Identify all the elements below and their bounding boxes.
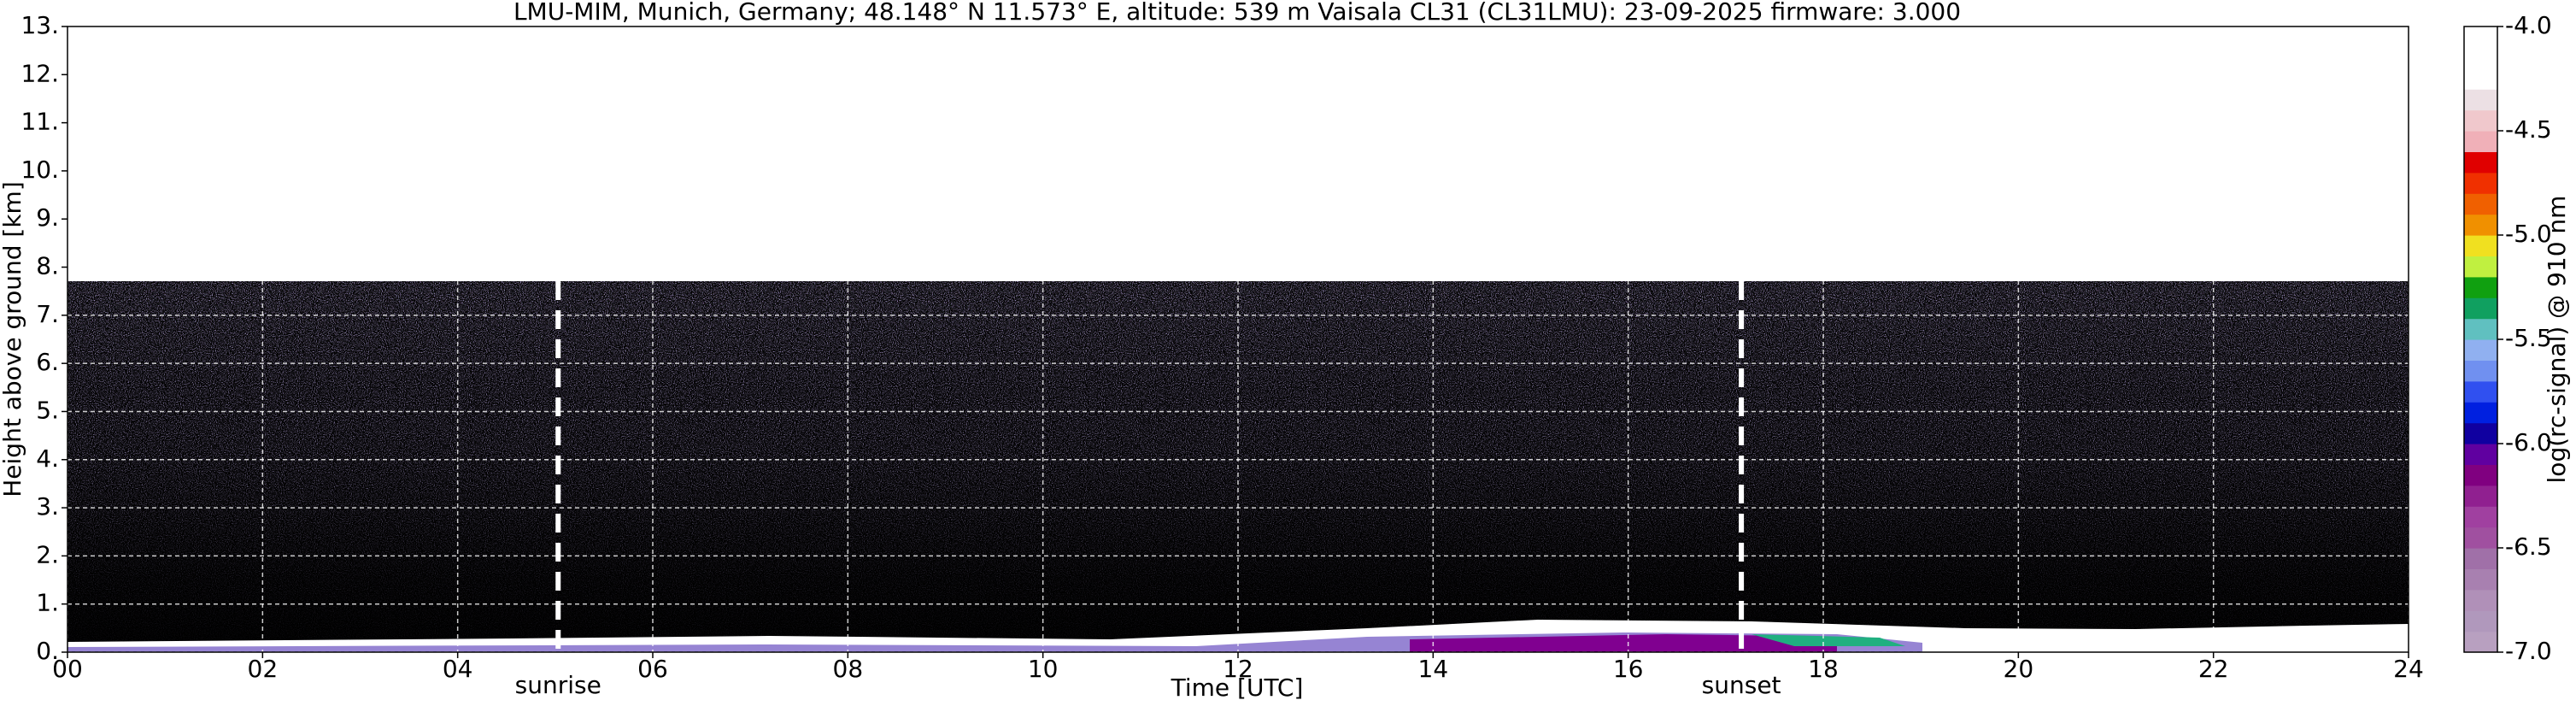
x-tick-label: 12 bbox=[1223, 655, 1253, 683]
colorbar-segment bbox=[2464, 485, 2497, 507]
colorbar-segment bbox=[2464, 506, 2497, 528]
y-tick-label: 4. bbox=[36, 444, 59, 473]
colorbar-segment bbox=[2464, 548, 2497, 569]
colorbar-segment bbox=[2464, 297, 2497, 320]
x-tick-label: 20 bbox=[2004, 655, 2034, 683]
y-tick-label: 1. bbox=[36, 589, 59, 617]
y-axis-label: Height above ground [km] bbox=[0, 181, 26, 497]
x-tick-label: 24 bbox=[2393, 655, 2424, 683]
x-tick-label: 16 bbox=[1613, 655, 1644, 683]
colorbar-segment bbox=[2464, 89, 2497, 111]
colorbar-segment bbox=[2464, 109, 2497, 132]
y-tick-label: 3. bbox=[36, 492, 59, 521]
colorbar-segment bbox=[2464, 402, 2497, 424]
colorbar-tick-label: -6.0 bbox=[2505, 428, 2552, 456]
colorbar-segment bbox=[2464, 131, 2497, 152]
y-tick-label: 7. bbox=[36, 300, 59, 328]
x-tick-label: 10 bbox=[1028, 655, 1059, 683]
colorbar-segment bbox=[2464, 464, 2497, 486]
x-tick-label: 04 bbox=[443, 655, 473, 683]
colorbar-segment bbox=[2464, 610, 2497, 632]
y-tick-label: 11. bbox=[21, 108, 59, 136]
colorbar-segment bbox=[2464, 26, 2497, 48]
y-tick-label: 5. bbox=[36, 396, 59, 424]
colorbar-segment bbox=[2464, 276, 2497, 298]
x-tick-label: 18 bbox=[1808, 655, 1839, 683]
y-tick-label: 0. bbox=[36, 637, 59, 665]
colorbar-tick-label: -5.5 bbox=[2505, 324, 2552, 352]
colorbar-segment bbox=[2464, 172, 2497, 194]
colorbar-segment bbox=[2464, 235, 2497, 256]
colorbar-label: log(rc-signal) @ 910 nm bbox=[2543, 196, 2571, 484]
colorbar-tick-label: -4.5 bbox=[2505, 115, 2552, 144]
chart-title: LMU-MIM, Munich, Germany; 48.148° N 11.5… bbox=[513, 0, 1961, 26]
colorbar-segment bbox=[2464, 568, 2497, 591]
x-tick-label: 14 bbox=[1418, 655, 1449, 683]
colorbar-tick-label: -7.0 bbox=[2505, 637, 2552, 665]
x-tick-label: 02 bbox=[248, 655, 279, 683]
colorbar-segment bbox=[2464, 380, 2497, 403]
colorbar-segment bbox=[2464, 214, 2497, 236]
y-tick-label: 10. bbox=[21, 156, 59, 184]
colorbar-tick-label: -6.5 bbox=[2505, 532, 2552, 561]
annotation-label: sunrise bbox=[515, 671, 601, 699]
colorbar-tick-label: -4.0 bbox=[2505, 11, 2552, 39]
y-tick-label: 12. bbox=[21, 59, 59, 87]
colorbar-segment bbox=[2464, 360, 2497, 382]
x-tick-label: 08 bbox=[833, 655, 864, 683]
colorbar-segment bbox=[2464, 68, 2497, 90]
colorbar-segment bbox=[2464, 151, 2497, 174]
colorbar-segment bbox=[2464, 589, 2497, 611]
x-tick-label: 00 bbox=[52, 655, 83, 683]
y-tick-label: 8. bbox=[36, 252, 59, 280]
x-axis-label: Time [UTC] bbox=[1171, 674, 1304, 702]
colorbar-segment bbox=[2464, 47, 2497, 69]
annotation-label: sunset bbox=[1702, 671, 1781, 699]
x-tick-label: 22 bbox=[2198, 655, 2229, 683]
y-tick-label: 9. bbox=[36, 203, 59, 232]
y-tick-label: 6. bbox=[36, 348, 59, 376]
colorbar-segment bbox=[2464, 527, 2497, 549]
x-tick-label: 06 bbox=[637, 655, 668, 683]
y-tick-label: 13. bbox=[21, 11, 59, 39]
colorbar: -7.0 -6.5 -6.0 -5.5 -5.0 -4.5 -4.0 bbox=[2463, 11, 2552, 665]
colorbar-segment bbox=[2464, 631, 2497, 653]
colorbar-segment bbox=[2464, 444, 2497, 465]
colorbar-tick-label: -5.0 bbox=[2505, 220, 2552, 248]
colorbar-segment bbox=[2464, 256, 2497, 278]
y-tick-label: 2. bbox=[36, 540, 59, 568]
colorbar-segment bbox=[2464, 318, 2497, 340]
colorbar-segment bbox=[2464, 339, 2497, 361]
colorbar-segment bbox=[2464, 193, 2497, 215]
colorbar-segment bbox=[2464, 422, 2497, 444]
